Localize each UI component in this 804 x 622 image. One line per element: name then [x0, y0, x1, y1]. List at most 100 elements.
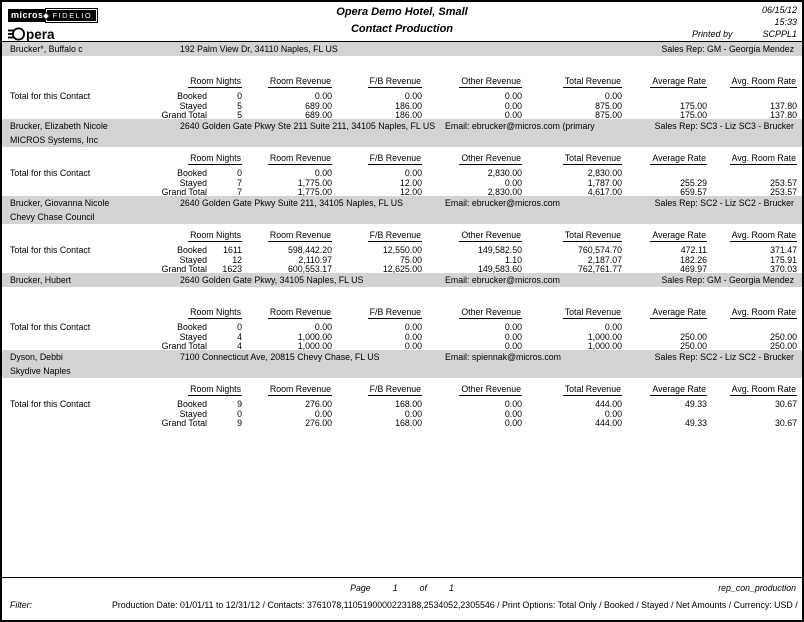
column-header-total-revenue: Total Revenue: [562, 307, 622, 319]
cell-room-nights: 1611: [223, 245, 242, 255]
cell-average-rate: 250.00: [680, 331, 707, 342]
cell-room-nights: 5: [237, 100, 242, 111]
cell-room-revenue: 276.00: [305, 418, 332, 429]
cell-total-revenue: 875.00: [595, 100, 622, 111]
column-header-other-revenue: Other Revenue: [459, 307, 522, 319]
cell-total-revenue: 1,787.00: [587, 177, 622, 188]
contact-address: 2640 Golden Gate Pkwy Suite 211, 34105 N…: [180, 198, 403, 208]
contact-band: Brucker, Giovanna Nicole 2640 Golden Gat…: [2, 196, 802, 210]
column-header-total-revenue: Total Revenue: [562, 153, 622, 165]
column-header-room-nights: Room Nights: [188, 230, 242, 242]
contact-company-row: [2, 56, 802, 70]
cell-other-revenue: 0.00: [504, 418, 522, 429]
contact-company: Chevy Chase Council: [10, 212, 95, 222]
cell-other-revenue: 0.00: [504, 91, 522, 101]
cell-room-nights: 1623: [222, 264, 242, 275]
cell-total-revenue: 1,000.00: [587, 341, 622, 352]
cell-avg-room-rate: 250.00: [770, 341, 797, 352]
cell-room-revenue: 0.00: [314, 91, 332, 101]
cell-room-nights: 0: [237, 168, 242, 178]
column-header-avg-room-rate: Avg. Room Rate: [729, 76, 797, 88]
contact-email: Email: ebrucker@micros.com: [445, 275, 561, 285]
contact-address: 192 Palm View Dr, 34110 Naples, FL US: [180, 44, 338, 54]
contact-sales-rep: Sales Rep: SC2 - Liz SC2 - Brucker: [654, 198, 794, 208]
cell-room-revenue: 2,110.97: [298, 254, 332, 265]
cell-average-rate: 469.97: [680, 264, 707, 275]
cell-room-revenue: 689.00: [305, 100, 332, 111]
table-row-grand-total: Grand Total 9 276.00 168.00 0.00 444.00 …: [2, 419, 802, 429]
cell-other-revenue: 0.00: [504, 331, 522, 342]
cell-total-revenue: 760,574.70: [577, 245, 622, 255]
cell-fb-revenue: 186.00: [395, 110, 422, 121]
table-row-stayed: Stayed 5 689.00 186.00 0.00 875.00 175.0…: [2, 100, 802, 112]
cell-average-rate: 255.29: [680, 177, 707, 188]
report-code: rep_con_production: [718, 583, 796, 593]
report-header: micros FIDELIO pera Opera Demo Hotel, Sm…: [2, 2, 802, 42]
cell-total-revenue: 1,000.00: [587, 331, 622, 342]
report-title: Contact Production: [350, 23, 454, 35]
cell-room-nights: 0: [237, 91, 242, 101]
cell-fb-revenue: 12,550.00: [382, 245, 422, 255]
cell-room-nights: 0: [237, 408, 242, 419]
cell-fb-revenue: 0.00: [404, 341, 422, 352]
column-header-avg-room-rate: Avg. Room Rate: [729, 153, 797, 165]
cell-room-nights: 5: [237, 110, 242, 121]
column-header-room-revenue: Room Revenue: [267, 76, 332, 88]
column-header-avg-room-rate: Avg. Room Rate: [729, 230, 797, 242]
column-header-other-revenue: Other Revenue: [459, 384, 522, 396]
column-header-room-nights: Room Nights: [188, 307, 242, 319]
cell-other-revenue: 0.00: [504, 408, 522, 419]
table-row-grand-total: Grand Total 5 689.00 186.00 0.00 875.00 …: [2, 111, 802, 121]
contact-section: Brucker, Giovanna Nicole 2640 Golden Gat…: [2, 196, 802, 275]
table-row-grand-total: Grand Total 4 1,000.00 0.00 0.00 1,000.0…: [2, 342, 802, 352]
cell-other-revenue: 149,583.60: [477, 264, 522, 275]
row-label: Stayed: [179, 408, 207, 419]
cell-other-revenue: 0.00: [504, 399, 522, 409]
contact-section: Dyson, Debbi 7100 Connecticut Ave, 20815…: [2, 350, 802, 429]
contact-company-row: [2, 287, 802, 301]
total-for-contact-label: Total for this Contact: [10, 168, 91, 178]
cell-fb-revenue: 168.00: [395, 399, 422, 409]
cell-avg-room-rate: 253.57: [770, 187, 797, 198]
of-label: of: [419, 583, 427, 593]
cell-average-rate: 250.00: [680, 341, 707, 352]
row-label: Grand Total: [161, 110, 207, 121]
cell-room-revenue: 0.00: [314, 322, 332, 332]
cell-room-revenue: 598,442.20: [287, 245, 332, 255]
micros-fidelio-logo: micros FIDELIO: [8, 8, 99, 23]
cell-room-nights: 9: [237, 418, 242, 429]
cell-avg-room-rate: 30.67: [774, 399, 797, 409]
cell-average-rate: 182.26: [680, 254, 707, 265]
total-for-contact-label: Total for this Contact: [10, 91, 91, 101]
row-label: Booked: [177, 245, 207, 255]
cell-other-revenue: 149,582.50: [477, 245, 522, 255]
cell-room-nights: 7: [237, 177, 242, 188]
cell-avg-room-rate: 137.80: [770, 100, 797, 111]
cell-average-rate: 659.57: [680, 187, 707, 198]
column-header-average-rate: Average Rate: [650, 230, 707, 242]
contact-name: Brucker, Elizabeth Nicole: [10, 121, 108, 131]
column-header-avg-room-rate: Avg. Room Rate: [729, 384, 797, 396]
column-header-room-nights: Room Nights: [188, 76, 242, 88]
cell-room-nights: 0: [237, 322, 242, 332]
cell-room-nights: 7: [237, 187, 242, 198]
contact-company-row: MICROS Systems, Inc: [2, 133, 802, 147]
cell-avg-room-rate: 250.00: [770, 331, 797, 342]
contact-name: Brucker, Giovanna Nicole: [10, 198, 110, 208]
contact-sales-rep: Sales Rep: SC2 - Liz SC2 - Brucker: [654, 352, 794, 362]
cell-avg-room-rate: 371.47: [770, 245, 797, 255]
column-header-room-revenue: Room Revenue: [267, 230, 332, 242]
contact-email: Email: ebrucker@micros.com (primary: [445, 121, 595, 131]
column-header-total-revenue: Total Revenue: [562, 384, 622, 396]
cell-fb-revenue: 0.00: [404, 91, 422, 101]
contact-company: MICROS Systems, Inc: [10, 135, 98, 145]
row-label: Grand Total: [161, 418, 207, 429]
page-indicator: Page 1 of 1: [2, 583, 802, 593]
column-header-other-revenue: Other Revenue: [459, 230, 522, 242]
contact-sales-rep: Sales Rep: GM - Georgia Mendez: [661, 44, 795, 54]
cell-room-nights: 4: [237, 331, 242, 342]
header-datetime: 06/15/12 15:33: [762, 4, 797, 28]
cell-fb-revenue: 12.00: [399, 177, 422, 188]
contact-address: 2640 Golden Gate Pkwy Ste 211 Suite 211,…: [180, 121, 436, 131]
